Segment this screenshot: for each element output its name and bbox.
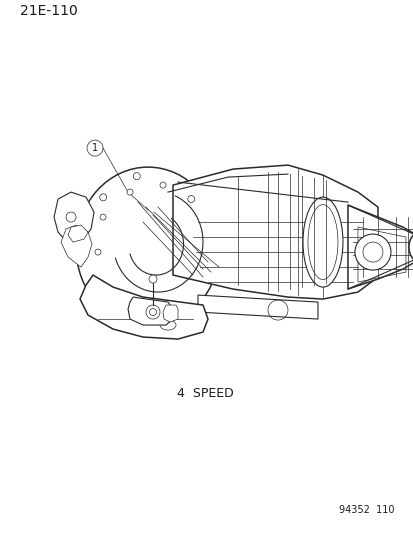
Ellipse shape <box>408 232 413 262</box>
Polygon shape <box>163 305 178 322</box>
Polygon shape <box>54 192 94 252</box>
Polygon shape <box>128 297 173 325</box>
Text: 94352  110: 94352 110 <box>339 505 394 515</box>
Polygon shape <box>68 225 88 242</box>
Circle shape <box>100 214 106 220</box>
Ellipse shape <box>302 197 342 287</box>
Polygon shape <box>61 225 92 267</box>
Circle shape <box>146 305 160 319</box>
Circle shape <box>66 212 76 222</box>
Text: 4  SPEED: 4 SPEED <box>176 386 233 400</box>
Text: 21E-110: 21E-110 <box>20 4 78 18</box>
Polygon shape <box>197 295 317 319</box>
Polygon shape <box>80 275 207 339</box>
Circle shape <box>87 140 103 156</box>
Circle shape <box>127 189 133 195</box>
Circle shape <box>100 194 107 201</box>
Circle shape <box>149 275 157 283</box>
Polygon shape <box>173 165 377 299</box>
Text: 1: 1 <box>92 143 98 153</box>
Polygon shape <box>347 205 413 289</box>
Circle shape <box>354 234 390 270</box>
Circle shape <box>133 173 140 180</box>
Circle shape <box>160 182 166 188</box>
Ellipse shape <box>76 167 219 327</box>
Circle shape <box>95 249 101 255</box>
Circle shape <box>188 196 194 203</box>
